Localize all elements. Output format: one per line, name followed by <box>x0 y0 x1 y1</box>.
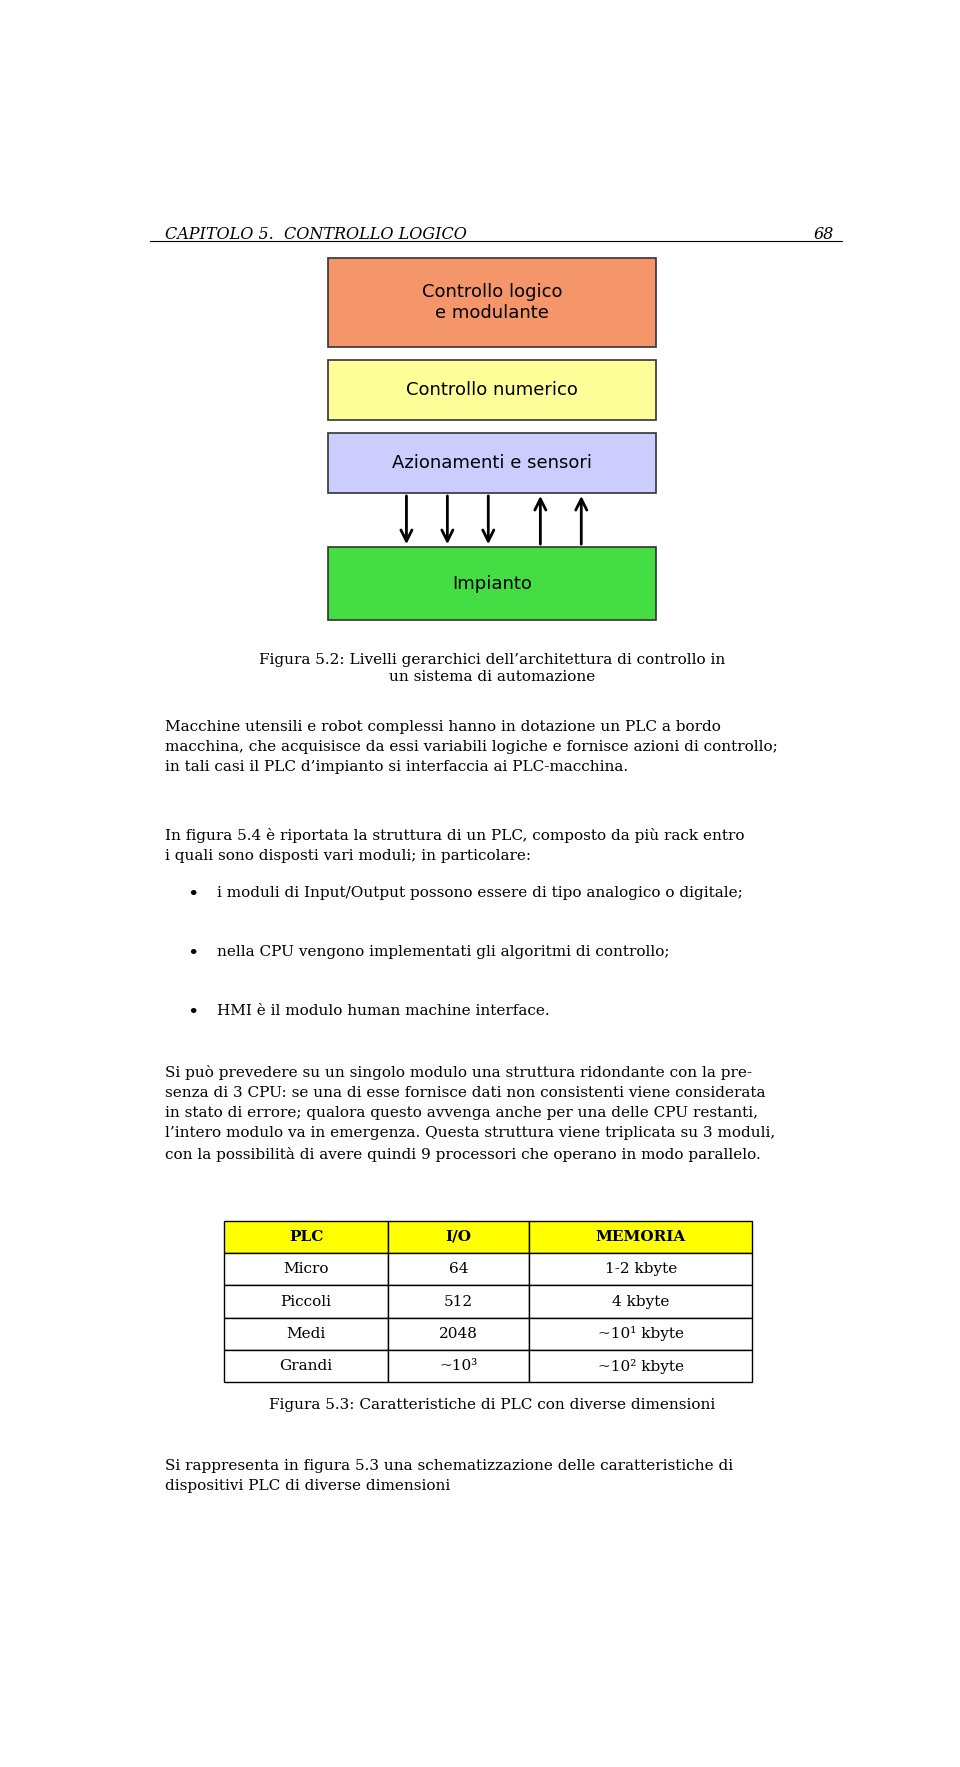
Text: ~10³: ~10³ <box>440 1359 478 1373</box>
Text: Si rappresenta in figura 5.3 una schematizzazione delle caratteristiche di
dispo: Si rappresenta in figura 5.3 una schemat… <box>165 1460 732 1493</box>
Text: Si può prevedere su un singolo modulo una struttura ridondante con la pre-
senza: Si può prevedere su un singolo modulo un… <box>165 1066 775 1163</box>
Text: 4 kbyte: 4 kbyte <box>612 1295 669 1309</box>
FancyBboxPatch shape <box>328 360 656 421</box>
FancyBboxPatch shape <box>388 1318 529 1350</box>
FancyBboxPatch shape <box>388 1285 529 1318</box>
Text: Controllo logico
e modulante: Controllo logico e modulante <box>421 283 563 322</box>
FancyBboxPatch shape <box>225 1285 388 1318</box>
Text: In figura 5.4 è riportata la struttura di un PLC, composto da più rack entro
i q: In figura 5.4 è riportata la struttura d… <box>165 829 744 862</box>
Text: I/O: I/O <box>445 1230 471 1244</box>
Text: 64: 64 <box>448 1262 468 1276</box>
Text: Macchine utensili e robot complessi hanno in dotazione un PLC a bordo
macchina, : Macchine utensili e robot complessi hann… <box>165 721 778 774</box>
FancyBboxPatch shape <box>529 1221 753 1253</box>
Text: un sistema di automazione: un sistema di automazione <box>389 670 595 684</box>
Text: Piccoli: Piccoli <box>280 1295 331 1309</box>
FancyBboxPatch shape <box>388 1350 529 1382</box>
FancyBboxPatch shape <box>388 1253 529 1285</box>
FancyBboxPatch shape <box>328 433 656 493</box>
Text: Micro: Micro <box>283 1262 328 1276</box>
FancyBboxPatch shape <box>225 1318 388 1350</box>
Text: Figura 5.2: Livelli gerarchici dell’architettura di controllo in: Figura 5.2: Livelli gerarchici dell’arch… <box>259 654 725 668</box>
Text: 68: 68 <box>814 226 834 242</box>
Text: i moduli di Input/Output possono essere di tipo analogico o digitale;: i moduli di Input/Output possono essere … <box>217 885 742 899</box>
Text: 512: 512 <box>444 1295 473 1309</box>
Text: Figura 5.3: Caratteristiche di PLC con diverse dimensioni: Figura 5.3: Caratteristiche di PLC con d… <box>269 1398 715 1412</box>
FancyBboxPatch shape <box>388 1221 529 1253</box>
Text: ~10¹ kbyte: ~10¹ kbyte <box>598 1327 684 1341</box>
Text: ~10² kbyte: ~10² kbyte <box>598 1359 684 1373</box>
FancyBboxPatch shape <box>529 1318 753 1350</box>
FancyBboxPatch shape <box>529 1285 753 1318</box>
Text: Impianto: Impianto <box>452 574 532 592</box>
Text: Grandi: Grandi <box>279 1359 332 1373</box>
FancyBboxPatch shape <box>328 258 656 346</box>
FancyBboxPatch shape <box>225 1253 388 1285</box>
FancyBboxPatch shape <box>225 1221 388 1253</box>
Text: nella CPU vengono implementati gli algoritmi di controllo;: nella CPU vengono implementati gli algor… <box>217 945 669 959</box>
FancyBboxPatch shape <box>529 1350 753 1382</box>
Text: 2048: 2048 <box>439 1327 478 1341</box>
Text: 1-2 kbyte: 1-2 kbyte <box>605 1262 677 1276</box>
Text: •: • <box>187 885 199 903</box>
FancyBboxPatch shape <box>529 1253 753 1285</box>
Text: HMI è il modulo human machine interface.: HMI è il modulo human machine interface. <box>217 1004 549 1018</box>
FancyBboxPatch shape <box>225 1350 388 1382</box>
Text: Azionamenti e sensori: Azionamenti e sensori <box>392 454 592 472</box>
Text: •: • <box>187 1004 199 1023</box>
Text: MEMORIA: MEMORIA <box>595 1230 686 1244</box>
Text: PLC: PLC <box>289 1230 324 1244</box>
Text: CAPITOLO 5.  CONTROLLO LOGICO: CAPITOLO 5. CONTROLLO LOGICO <box>165 226 467 242</box>
Text: •: • <box>187 945 199 963</box>
FancyBboxPatch shape <box>328 548 656 620</box>
Text: Controllo numerico: Controllo numerico <box>406 382 578 399</box>
Text: Medi: Medi <box>286 1327 325 1341</box>
